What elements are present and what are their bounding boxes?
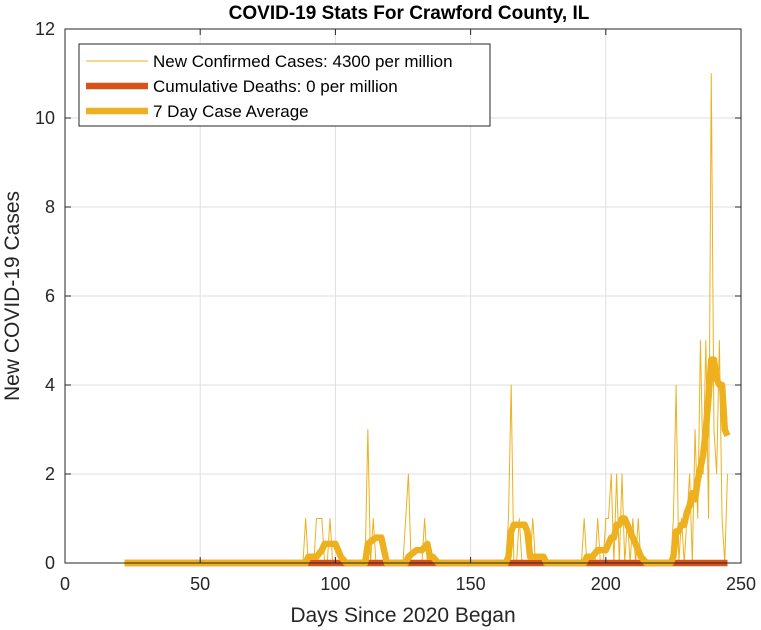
ticks: 0 50 100 150 200 250 0 2 4 6 8 10 12 [35,19,756,594]
y-tick-label: 4 [45,375,55,395]
y-tick-label: 6 [45,286,55,306]
y-tick-label: 0 [45,553,55,573]
x-tick-label: 50 [190,574,210,594]
legend-label-7-day-average: 7 Day Case Average [153,102,309,121]
legend-entry-7-day-average: 7 Day Case Average [86,102,309,121]
series-seven-day-average-line [124,356,731,567]
x-tick-label: 150 [456,574,486,594]
y-tick-label: 10 [35,108,55,128]
y-tick-label: 2 [45,464,55,484]
x-tick-label: 250 [726,574,756,594]
x-axis-label: Days Since 2020 Began [290,604,515,627]
chart-title: COVID-19 Stats For Crawford County, IL [229,3,590,24]
x-tick-label: 100 [320,574,350,594]
legend-label-new-cases: New Confirmed Cases: 4300 per million [153,52,453,71]
legend-entry-deaths: Cumulative Deaths: 0 per million [86,77,398,96]
x-tick-label: 0 [60,574,70,594]
x-tick-label: 200 [591,574,621,594]
legend: New Confirmed Cases: 4300 per million Cu… [78,43,491,127]
y-tick-label: 8 [45,197,55,217]
y-tick-label: 12 [35,19,55,39]
legend-entry-new-cases: New Confirmed Cases: 4300 per million [86,52,453,71]
legend-label-deaths: Cumulative Deaths: 0 per million [153,77,398,96]
y-axis-label: New COVID-19 Cases [1,191,24,401]
